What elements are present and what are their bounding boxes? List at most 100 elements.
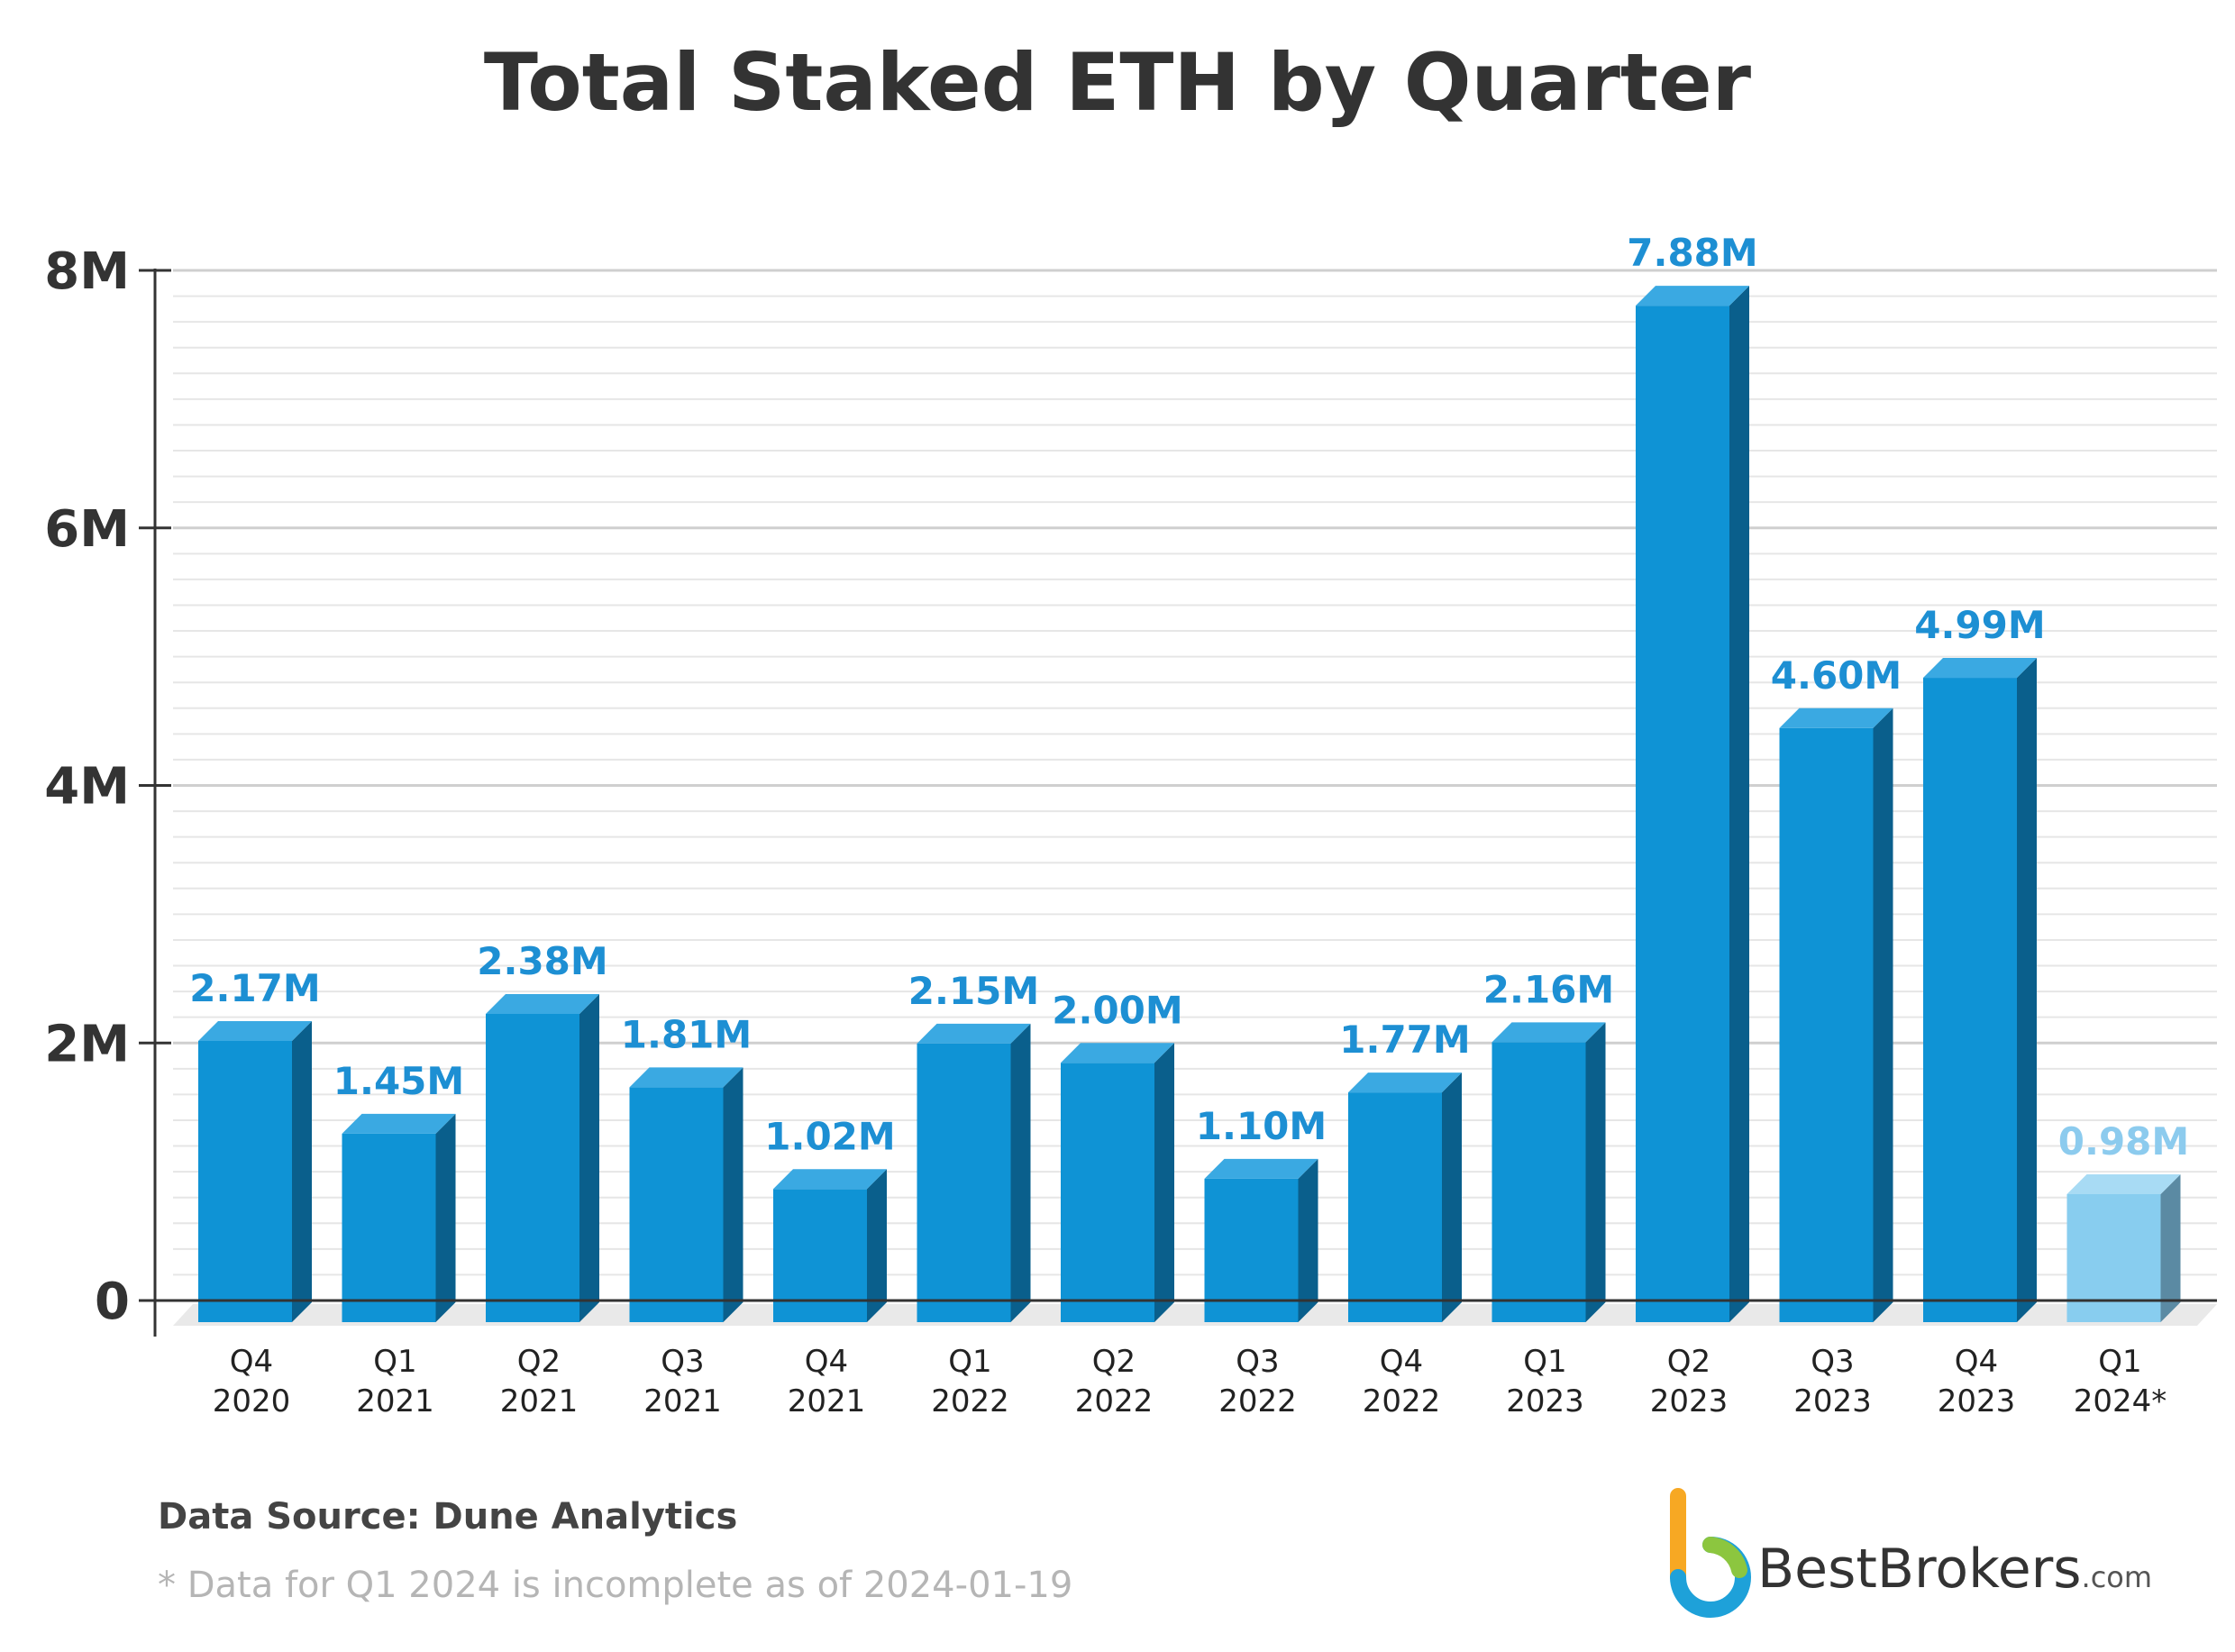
bar-side — [867, 1169, 887, 1322]
x-tick-quarter: Q2 — [1667, 1344, 1710, 1380]
x-tick-year: 2024* — [2074, 1383, 2167, 1419]
value-label: 2.16M — [1483, 967, 1614, 1011]
bar-6 — [1061, 1043, 1174, 1322]
x-tick-year: 2023 — [1650, 1383, 1729, 1419]
bar-1 — [342, 1113, 456, 1322]
bar-front — [342, 1133, 436, 1322]
x-tick-quarter: Q2 — [517, 1344, 561, 1380]
bar-top — [1636, 286, 1749, 306]
x-tick-year: 2021 — [643, 1383, 722, 1419]
value-label: 2.38M — [477, 939, 607, 983]
value-label: 0.98M — [2058, 1119, 2189, 1164]
bar-side — [435, 1113, 456, 1322]
bar-side — [2160, 1173, 2181, 1322]
bar-top — [1923, 658, 2037, 679]
brand-logo: BestBrokers.com — [1656, 1487, 2161, 1622]
x-tick-quarter: Q1 — [2098, 1344, 2141, 1380]
bar-front — [1636, 306, 1729, 1322]
bar-side — [2017, 658, 2037, 1322]
bar-front — [1061, 1063, 1154, 1322]
x-tick-year: 2021 — [356, 1383, 434, 1419]
x-tick-quarter: Q4 — [805, 1344, 848, 1380]
page-title: Total Staked ETH by Quarter — [483, 36, 1752, 129]
y-tick-label: 2M — [44, 1015, 130, 1073]
bar-side — [1873, 707, 1893, 1322]
bar-12 — [1923, 658, 2037, 1322]
x-tick-quarter: Q4 — [230, 1344, 273, 1380]
bar-side — [292, 1020, 312, 1322]
bar-8 — [1348, 1072, 1462, 1322]
bar-front — [917, 1043, 1011, 1322]
bar-side — [1298, 1158, 1318, 1322]
x-tick-year: 2022 — [1075, 1383, 1154, 1419]
bar-front — [629, 1087, 724, 1322]
value-labels: 2.17M 1.45M 2.38M 1.81M 1.02M 2.15M 2.00M 1.10M… — [189, 231, 2189, 1164]
value-label: 2.17M — [189, 966, 320, 1010]
x-tick-year: 2023 — [1938, 1383, 2016, 1419]
x-tick-year: 2022 — [1363, 1383, 1441, 1419]
footnote: * Data for Q1 2024 is incomplete as of 2… — [158, 1565, 1073, 1606]
x-tick-quarter: Q4 — [1380, 1344, 1423, 1380]
value-label: 1.02M — [764, 1114, 895, 1158]
x-tick-quarter: Q3 — [661, 1344, 704, 1380]
bars — [198, 286, 2181, 1322]
value-label: 4.60M — [1771, 653, 1902, 698]
bar-top — [342, 1113, 456, 1134]
bar-side — [1010, 1023, 1031, 1322]
value-label: 7.88M — [1627, 231, 1757, 275]
bar-side — [1154, 1043, 1174, 1322]
bar-top — [1348, 1072, 1462, 1093]
bar-11 — [1779, 707, 1893, 1322]
x-tick-quarter: Q3 — [1811, 1344, 1854, 1380]
x-tick-quarter: Q1 — [948, 1344, 991, 1380]
bar-top — [917, 1023, 1031, 1044]
bar-9 — [1492, 1022, 1606, 1322]
bar-7 — [1204, 1158, 1318, 1322]
y-tick-label: 4M — [44, 758, 130, 817]
x-tick-quarter: Q1 — [1523, 1344, 1566, 1380]
bar-side — [1585, 1022, 1606, 1322]
data-source: Data Source: Dune Analytics — [158, 1496, 738, 1538]
bar-front — [1348, 1092, 1442, 1322]
bar-side — [723, 1067, 743, 1322]
bar-front — [1923, 678, 2017, 1322]
value-label: 4.99M — [1914, 603, 2045, 647]
value-label: 1.81M — [621, 1012, 752, 1056]
bar-top — [486, 993, 599, 1014]
x-axis-labels: Q42020Q12021Q22021Q32021Q42021Q12022Q220… — [213, 1344, 2167, 1419]
bar-front — [198, 1040, 292, 1322]
bar-10 — [1636, 286, 1749, 1322]
bar-top — [1779, 707, 1893, 728]
value-label: 2.15M — [908, 969, 1039, 1013]
y-tick-label: 0 — [95, 1273, 130, 1331]
value-label: 1.45M — [333, 1059, 464, 1103]
x-tick-year: 2022 — [1218, 1383, 1297, 1419]
bar-top — [629, 1067, 743, 1088]
bar-top — [773, 1169, 887, 1190]
x-tick-year: 2020 — [213, 1383, 291, 1419]
x-tick-quarter: Q4 — [1955, 1344, 1998, 1380]
brand-name: BestBrokers.com — [1757, 1538, 2153, 1601]
y-tick-label: 8M — [44, 242, 130, 301]
bar-top — [1061, 1043, 1174, 1063]
value-label: 2.00M — [1052, 988, 1182, 1032]
value-label: 1.10M — [1196, 1104, 1327, 1148]
bar-front — [486, 1013, 579, 1322]
bar-5 — [917, 1023, 1031, 1322]
bestbrokers-logo-icon — [1670, 1488, 1751, 1618]
x-tick-year: 2021 — [500, 1383, 579, 1419]
x-tick-quarter: Q2 — [1092, 1344, 1136, 1380]
bar-side — [1442, 1072, 1462, 1322]
chart-floor — [173, 1304, 2217, 1326]
x-tick-year: 2023 — [1506, 1383, 1584, 1419]
bar-side — [579, 993, 599, 1322]
floor-plane — [173, 1304, 2217, 1326]
bar-front — [2066, 1193, 2161, 1322]
x-tick-year: 2023 — [1793, 1383, 1872, 1419]
bar-top — [2066, 1173, 2181, 1194]
x-tick-quarter: Q3 — [1236, 1344, 1279, 1380]
bar-3 — [629, 1067, 743, 1322]
x-tick-quarter: Q1 — [373, 1344, 416, 1380]
brand-tld: .com — [2081, 1560, 2153, 1594]
